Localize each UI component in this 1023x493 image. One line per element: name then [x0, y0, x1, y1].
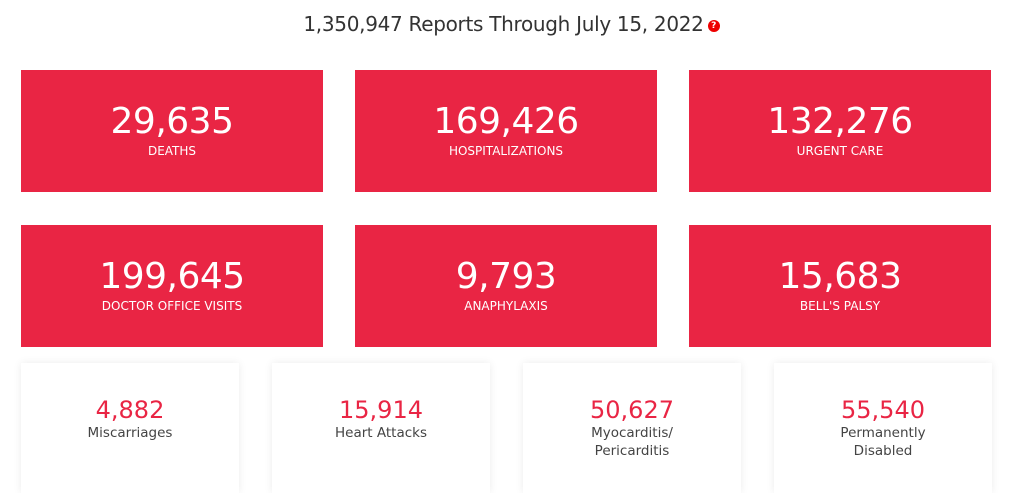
- stat-card-hospitalizations: 169,426 HOSPITALIZATIONS: [355, 70, 657, 192]
- stat-card-urgent-care: 132,276 URGENT CARE: [689, 70, 991, 192]
- stat-label: URGENT CARE: [796, 144, 884, 158]
- stat-card-bells-palsy: 15,683 BELL'S PALSY: [689, 225, 991, 347]
- stat-card-miscarriages: 4,882 Miscarriages: [21, 363, 239, 493]
- stat-card-myocarditis: 50,627 Myocarditis/Pericarditis: [523, 363, 741, 493]
- help-icon[interactable]: ?: [707, 19, 720, 32]
- stat-label: Permanently: [840, 425, 926, 441]
- stat-value: 55,540: [841, 396, 925, 424]
- stat-value: 4,882: [95, 396, 165, 424]
- stat-card-doctor-visits: 199,645 DOCTOR OFFICE VISITS: [21, 225, 323, 347]
- stat-card-permanently-disabled: 55,540 Permanently Disabled: [774, 363, 992, 493]
- stat-value: 50,627: [590, 396, 674, 424]
- page-title: 1,350,947 Reports Through July 15, 2022?: [0, 12, 1023, 36]
- stat-value: 199,645: [99, 256, 245, 297]
- stat-value: 9,793: [455, 256, 557, 297]
- stat-card-anaphylaxis: 9,793 ANAPHYLAXIS: [355, 225, 657, 347]
- stat-label: HOSPITALIZATIONS: [448, 144, 564, 158]
- stat-value: 169,426: [433, 101, 579, 142]
- stat-label: Miscarriages: [87, 425, 173, 441]
- stat-value: 15,683: [778, 256, 902, 297]
- stat-label: BELL'S PALSY: [799, 299, 881, 313]
- stat-label: Heart Attacks: [335, 425, 427, 441]
- stat-label: DEATHS: [147, 144, 197, 158]
- stat-value: 132,276: [767, 101, 913, 142]
- stat-label-line2: Disabled: [853, 443, 913, 459]
- stat-card-heart-attacks: 15,914 Heart Attacks: [272, 363, 490, 493]
- reports-title: 1,350,947 Reports Through July 15, 2022: [303, 12, 704, 36]
- stat-value: 29,635: [110, 101, 234, 142]
- stat-label: DOCTOR OFFICE VISITS: [101, 299, 243, 313]
- stat-card-deaths: 29,635 DEATHS: [21, 70, 323, 192]
- stat-label: Myocarditis/: [591, 425, 673, 441]
- stat-value: 15,914: [339, 396, 423, 424]
- stat-label-line2: Pericarditis: [594, 443, 670, 459]
- stat-label: ANAPHYLAXIS: [464, 299, 548, 313]
